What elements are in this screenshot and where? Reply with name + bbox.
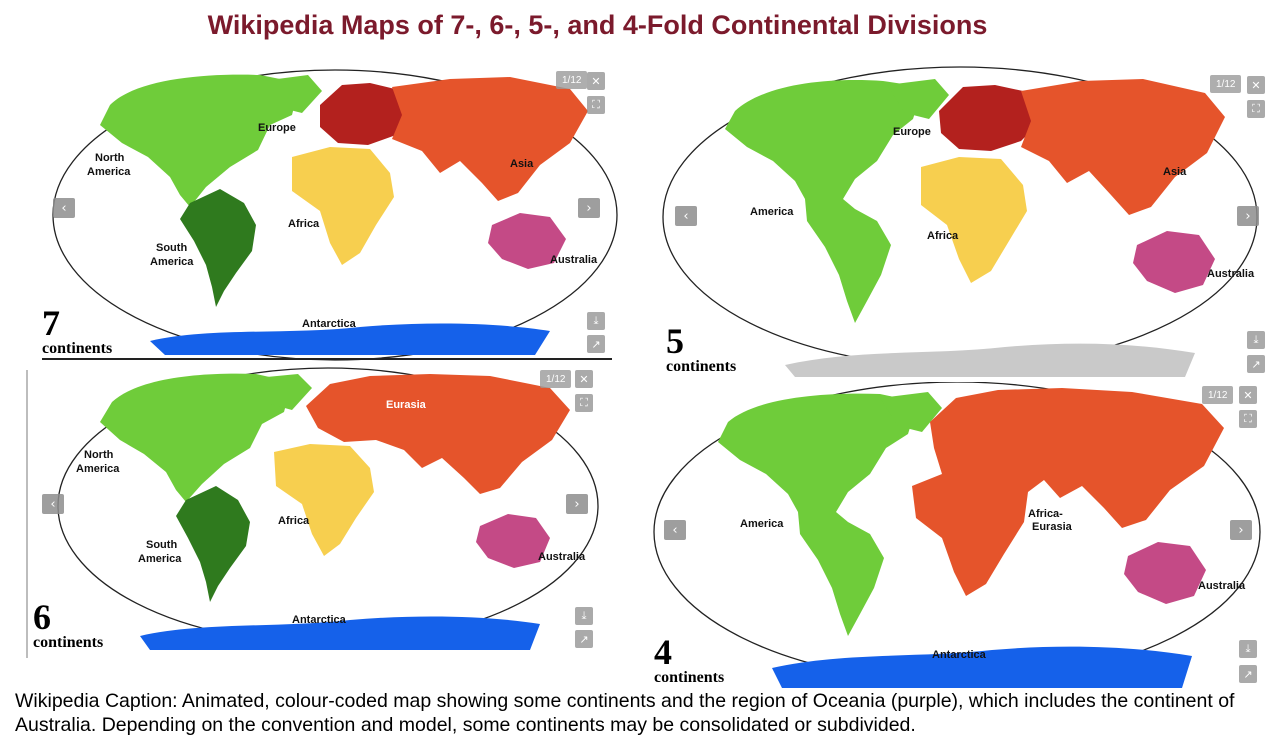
caption-text: Wikipedia Caption: Animated, colour-code…	[15, 690, 1235, 736]
region-north-america	[100, 74, 300, 207]
divider-line	[26, 370, 28, 658]
svg-text:America: America	[76, 463, 120, 475]
region-australia	[1124, 542, 1206, 604]
continent-count-word: continents	[654, 669, 725, 686]
svg-text:North: North	[84, 449, 114, 461]
svg-text:Africa: Africa	[927, 230, 959, 242]
svg-text:Australia: Australia	[1198, 580, 1246, 592]
region-america	[718, 393, 918, 636]
svg-text:Australia: Australia	[1207, 268, 1255, 280]
world-map-6: North America South America Eurasia Afri…	[57, 367, 599, 650]
share-icon[interactable]: ↗	[1247, 355, 1265, 373]
region-australia	[488, 213, 566, 269]
svg-text:South: South	[156, 242, 187, 254]
svg-text:Africa: Africa	[288, 218, 320, 230]
region-north-america	[100, 373, 292, 502]
region-south-america	[180, 189, 256, 307]
region-antarctica	[150, 323, 550, 355]
page-title: Wikipedia Maps of 7-, 6-, 5-, and 4-Fold…	[207, 10, 988, 40]
region-south-america	[176, 486, 250, 602]
world-map-5: America Europe Asia Africa Australia	[662, 66, 1258, 377]
share-icon[interactable]: ↗	[575, 630, 593, 648]
region-africa-eurasia	[912, 388, 1224, 596]
world-map-7: North America South America Europe Asia …	[52, 69, 618, 361]
close-icon[interactable]: ✕	[1247, 76, 1265, 94]
map-panel-5-continents: America Europe Asia Africa Australia 1/1…	[655, 65, 1265, 377]
continent-count: 7	[42, 303, 60, 343]
chevron-left-icon[interactable]: ‹	[42, 494, 64, 514]
continent-count: 4	[654, 632, 672, 672]
slide-counter: 1/12	[1202, 386, 1234, 404]
svg-text:America: America	[138, 553, 182, 565]
chevron-left-icon[interactable]: ‹	[675, 206, 697, 226]
slide-counter: 1/12	[556, 71, 588, 89]
chevron-left-icon[interactable]: ‹	[664, 520, 686, 540]
chevron-right-icon[interactable]: ›	[1230, 520, 1252, 540]
svg-text:America: America	[87, 166, 131, 178]
world-map-4: America Africa- Eurasia Australia Antarc…	[653, 382, 1261, 688]
fullscreen-icon[interactable]: ⛶	[1239, 410, 1257, 428]
region-asia	[1021, 79, 1225, 215]
close-icon[interactable]: ✕	[575, 370, 593, 388]
svg-text:North: North	[95, 152, 125, 164]
chevron-right-icon[interactable]: ›	[566, 494, 588, 514]
continent-count: 6	[33, 597, 51, 637]
slide-counter: 1/12	[1210, 75, 1242, 93]
svg-text:South: South	[146, 539, 177, 551]
chevron-right-icon[interactable]: ›	[1237, 206, 1259, 226]
map-panel-6-continents: North America South America Eurasia Afri…	[30, 366, 600, 656]
map-panel-7-continents: North America South America Europe Asia …	[30, 65, 620, 365]
svg-text:Asia: Asia	[510, 158, 534, 170]
download-icon[interactable]: ⤓	[1239, 640, 1257, 658]
map-panel-4-continents: America Africa- Eurasia Australia Antarc…	[652, 382, 1267, 688]
continent-count-word: continents	[33, 634, 104, 651]
svg-text:America: America	[740, 518, 784, 530]
svg-text:America: America	[750, 206, 794, 218]
svg-text:Africa: Africa	[278, 515, 310, 527]
chevron-left-icon[interactable]: ‹	[53, 198, 75, 218]
download-icon[interactable]: ⤓	[575, 607, 593, 625]
download-icon[interactable]: ⤓	[1247, 331, 1265, 349]
svg-text:America: America	[150, 256, 194, 268]
svg-text:Antarctica: Antarctica	[932, 649, 987, 661]
svg-text:Eurasia: Eurasia	[386, 399, 427, 411]
chevron-right-icon[interactable]: ›	[578, 198, 600, 218]
fullscreen-icon[interactable]: ⛶	[1247, 100, 1265, 118]
svg-text:Antarctica: Antarctica	[302, 318, 357, 330]
region-antarctica	[140, 616, 540, 650]
continent-count: 5	[666, 321, 684, 361]
svg-text:Europe: Europe	[893, 126, 931, 138]
region-australia	[1133, 231, 1215, 293]
region-antarctica	[772, 646, 1192, 688]
continent-count-word: continents	[42, 340, 113, 357]
region-africa	[292, 147, 394, 265]
share-icon[interactable]: ↗	[587, 335, 605, 353]
share-icon[interactable]: ↗	[1239, 665, 1257, 683]
svg-text:Asia: Asia	[1163, 166, 1187, 178]
region-america	[725, 80, 923, 323]
slide-counter: 1/12	[540, 370, 572, 388]
svg-text:Africa-: Africa-	[1028, 508, 1063, 520]
svg-text:Antarctica: Antarctica	[292, 614, 347, 626]
svg-text:Eurasia: Eurasia	[1032, 521, 1073, 533]
region-australia	[476, 514, 550, 568]
region-europe	[939, 85, 1045, 151]
region-eurasia	[306, 374, 570, 494]
region-africa	[274, 444, 374, 556]
close-icon[interactable]: ✕	[1239, 386, 1257, 404]
svg-text:Australia: Australia	[550, 254, 598, 266]
continent-count-word: continents	[666, 358, 737, 375]
region-asia	[392, 77, 588, 201]
region-antarctica	[785, 343, 1195, 377]
svg-text:Australia: Australia	[538, 551, 586, 563]
region-africa	[921, 157, 1027, 283]
region-europe	[320, 83, 418, 145]
fullscreen-icon[interactable]: ⛶	[575, 394, 593, 412]
svg-text:Europe: Europe	[258, 122, 296, 134]
close-icon[interactable]: ✕	[587, 72, 605, 90]
fullscreen-icon[interactable]: ⛶	[587, 96, 605, 114]
download-icon[interactable]: ⤓	[587, 312, 605, 330]
divider-line	[42, 358, 612, 360]
